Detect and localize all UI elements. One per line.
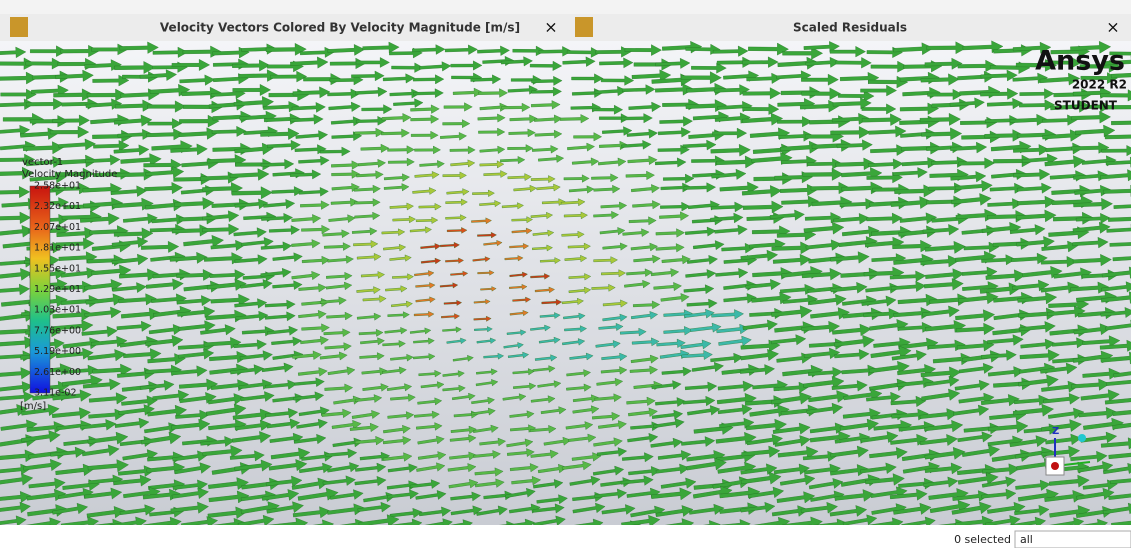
legend-title: vector-1: [22, 157, 63, 168]
filter-value: all: [1020, 533, 1033, 546]
legend-quantity: Velocity Magnitude: [22, 169, 117, 180]
brand-edition: STUDENT: [1054, 99, 1118, 113]
tab-title: Scaled Residuals: [793, 21, 907, 35]
legend-label: 5.19e+00: [34, 346, 81, 357]
legend-label: 1.81e+01: [34, 243, 81, 254]
legend-label: 2.58e+01: [34, 181, 81, 192]
toolbar: [0, 0, 1131, 14]
legend-unit: [m/s]: [20, 401, 46, 412]
brand-name: Ansys: [1035, 46, 1125, 77]
graphics-window: Velocity Vectors Colored By Velocity Mag…: [0, 0, 1131, 548]
legend-label: 1.55e+01: [34, 263, 81, 274]
legend-label: 7.76e+00: [34, 325, 81, 336]
tab-icon: [575, 17, 593, 37]
legend-label: 2.32e+01: [34, 201, 81, 212]
legend-label: 1.29e+01: [34, 284, 81, 295]
legend-label: 2.61e+00: [34, 367, 81, 378]
legend-label: 1.03e+01: [34, 305, 81, 316]
selection-count: 0 selected: [954, 533, 1011, 546]
tab-icon: [10, 17, 28, 37]
brand-version: 2022 R2: [1072, 78, 1127, 92]
tab-title: Velocity Vectors Colored By Velocity Mag…: [160, 21, 520, 35]
close-button[interactable]: ×: [544, 18, 557, 37]
legend-label: 3.11e-02: [34, 388, 77, 399]
close-button[interactable]: ×: [1106, 18, 1119, 37]
legend-label: 2.07e+01: [34, 222, 81, 233]
fluent-window: Velocity Vectors Colored By Velocity Mag…: [0, 0, 1131, 548]
axis-label: Z: [1052, 426, 1059, 437]
